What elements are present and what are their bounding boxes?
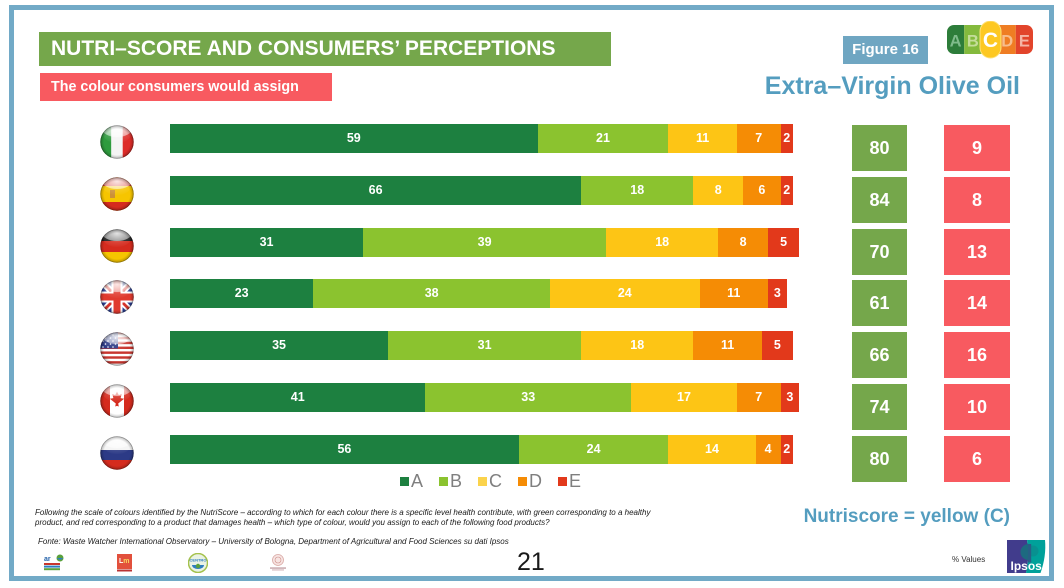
svg-text:ar: ar — [44, 556, 51, 563]
svg-text:Lm: Lm — [119, 558, 130, 565]
svg-text:C: C — [983, 29, 998, 52]
svg-text:D: D — [1001, 33, 1013, 51]
svg-text:B: B — [967, 33, 979, 51]
svg-text:Ipsos: Ipsos — [1011, 559, 1043, 573]
svg-text:E: E — [1019, 33, 1030, 51]
svg-text:A: A — [950, 33, 962, 51]
svg-text:CENTRO: CENTRO — [190, 558, 207, 563]
